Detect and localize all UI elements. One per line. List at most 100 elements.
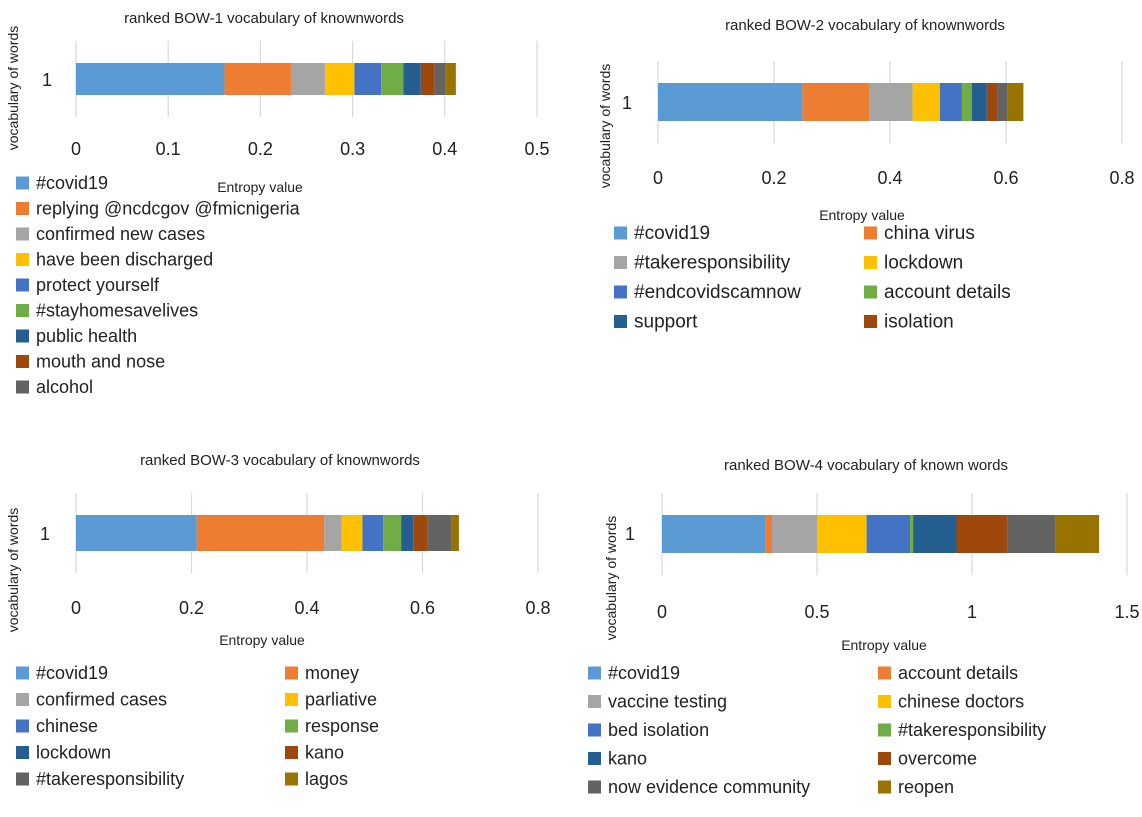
- x-axis-title: Entropy value: [841, 637, 927, 653]
- x-tick-label: 0.2: [761, 168, 786, 188]
- chart-3: ranked BOW-3 vocabulary of knownwords 1 0 0…: [5, 452, 551, 789]
- x-tick-label: 0.5: [804, 602, 829, 622]
- legend-label: #endcovidscamnow: [634, 282, 801, 303]
- bar-segment: [354, 63, 382, 95]
- legend-label: now evidence community: [608, 777, 810, 797]
- legend-label: reopen: [898, 777, 954, 797]
- chart-1: ranked BOW-1 vocabulary of knownwords 1 0 0…: [5, 10, 550, 397]
- bar-segment: [403, 63, 421, 95]
- bar-segment: [434, 63, 446, 95]
- bar-segment: [445, 63, 456, 95]
- legend-swatch: [878, 752, 891, 765]
- chart-title: ranked BOW-2 vocabulary of knownwords: [725, 17, 1005, 34]
- legend: #covid19 account details vaccine testing ch…: [588, 663, 1046, 797]
- x-tick-label: 0.2: [179, 598, 204, 618]
- bar-segment: [362, 515, 384, 551]
- legend-swatch: [878, 723, 891, 737]
- legend-swatch: [614, 256, 627, 269]
- legend-label: confirmed cases: [36, 690, 167, 710]
- bar-segment: [420, 63, 435, 95]
- y-axis-title: vocabulary of words: [5, 26, 21, 151]
- legend-label: account details: [898, 663, 1018, 683]
- legend-label: #takeresponsibility: [634, 253, 791, 274]
- legend: #covid19 money confirmed cases parliative ch…: [16, 663, 379, 789]
- bar-segment: [662, 515, 766, 553]
- legend-label: alcohol: [36, 377, 93, 397]
- bar-segment: [196, 515, 325, 551]
- bar-segment: [956, 515, 1008, 553]
- bar-segment: [997, 83, 1008, 121]
- bar-segment: [817, 515, 867, 553]
- legend-swatch: [864, 226, 877, 240]
- legend-swatch: [285, 666, 298, 680]
- legend-label: kano: [608, 749, 647, 769]
- legend-swatch: [16, 380, 29, 394]
- bar-segment: [401, 515, 414, 551]
- legend-swatch: [588, 752, 601, 765]
- bar-segment: [341, 515, 363, 551]
- legend-label: mouth and nose: [36, 352, 165, 372]
- legend-label: overcome: [898, 749, 977, 769]
- chart-4: ranked BOW-4 vocabulary of known words 1 0…: [588, 457, 1140, 797]
- x-tick-label: 0.8: [525, 598, 550, 618]
- legend-label: kano: [305, 743, 344, 763]
- legend-swatch: [588, 666, 601, 680]
- legend-swatch: [16, 719, 29, 733]
- legend-label: lockdown: [36, 743, 111, 763]
- legend-label: chinese: [36, 716, 98, 736]
- legend-swatch: [285, 772, 298, 786]
- bar-segment: [451, 515, 459, 551]
- bar-segment: [1007, 515, 1056, 553]
- bar-segment: [427, 515, 452, 551]
- y-axis-title: vocabulary of words: [603, 516, 619, 641]
- legend-swatch: [864, 315, 877, 328]
- legend-swatch: [16, 355, 29, 368]
- legend-swatch: [16, 666, 29, 680]
- legend-label: #covid19: [634, 223, 710, 244]
- category-label: 1: [42, 70, 52, 90]
- legend-label: chinese doctors: [898, 692, 1024, 712]
- legend-swatch: [16, 202, 29, 215]
- y-axis-title: vocabulary of words: [597, 64, 613, 189]
- bar-segment: [76, 515, 197, 551]
- legend-label: isolation: [884, 312, 954, 333]
- legend-label: confirmed new cases: [36, 224, 205, 244]
- bar-segment: [324, 63, 355, 95]
- legend-label: china virus: [884, 223, 975, 244]
- legend-swatch: [285, 719, 298, 733]
- bar-segment: [291, 63, 325, 95]
- legend-label: support: [634, 312, 698, 333]
- legend-swatch: [16, 227, 29, 241]
- bar-segment: [324, 515, 342, 551]
- x-tick-label: 0.4: [432, 139, 457, 159]
- x-tick-label: 0.4: [877, 168, 902, 188]
- legend-label: #covid19: [36, 663, 108, 683]
- x-tick-label: 0.2: [248, 139, 273, 159]
- y-axis-title: vocabulary of words: [5, 508, 21, 633]
- bar-segment: [910, 515, 914, 553]
- chart-2: ranked BOW-2 vocabulary of knownwords 1 0 0…: [597, 17, 1135, 333]
- legend-swatch: [16, 772, 29, 786]
- legend-swatch: [16, 693, 29, 706]
- x-tick-label: 0.8: [1109, 168, 1134, 188]
- legend-swatch: [588, 780, 601, 794]
- legend-label: parliative: [305, 690, 377, 710]
- legend-swatch: [878, 666, 891, 680]
- x-tick-label: 1: [967, 602, 977, 622]
- bar-segment: [866, 515, 910, 553]
- bar-segment: [912, 83, 940, 121]
- legend-label: #stayhomesavelives: [36, 301, 198, 321]
- legend-label: account details: [884, 282, 1011, 303]
- legend-label: bed isolation: [608, 720, 709, 740]
- legend-label: #covid19: [608, 663, 680, 683]
- bar-segment: [1055, 515, 1100, 553]
- legend-swatch: [878, 780, 891, 794]
- legend-swatch: [16, 304, 29, 317]
- x-tick-label: 0.3: [340, 139, 365, 159]
- bar-segment: [772, 515, 817, 553]
- legend-swatch: [588, 695, 601, 708]
- legend-swatch: [285, 746, 298, 759]
- legend-swatch: [16, 176, 29, 190]
- bar-segment: [658, 83, 803, 121]
